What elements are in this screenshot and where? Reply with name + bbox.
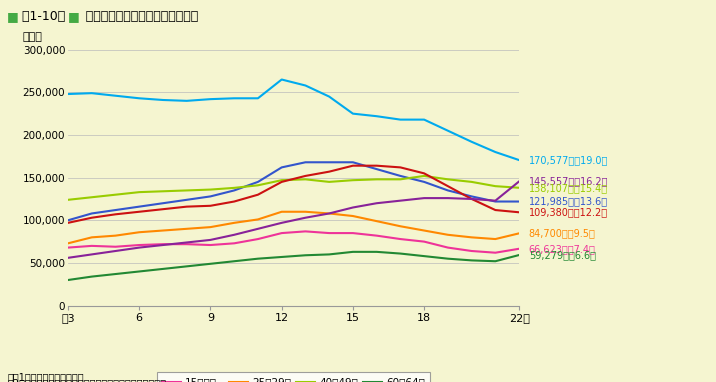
Text: 121,985人（13.6）: 121,985人（13.6） <box>529 196 608 207</box>
Text: 59,279人（6.6）: 59,279人（6.6） <box>529 250 596 260</box>
Text: 66,623人（7.4）: 66,623人（7.4） <box>529 244 596 254</box>
Text: 注　1　警察庁資料による。: 注 1 警察庁資料による。 <box>7 372 84 382</box>
Text: ■: ■ <box>68 10 79 23</box>
Text: （人）: （人） <box>23 32 43 42</box>
Text: 第1-10図: 第1-10図 <box>18 10 65 23</box>
Text: ■: ■ <box>7 10 19 23</box>
Text: 145,557人（16.2）: 145,557人（16.2） <box>529 176 609 186</box>
Text: 84,700人（9.5）: 84,700人（9.5） <box>529 228 596 238</box>
Legend: 15歳以下, 16～24歳, 25～29歳, 30～39歳, 40～49歳, 50～59歳, 60～64歳, 65歳以上: 15歳以下, 16～24歳, 25～29歳, 30～39歳, 40～49歳, 5… <box>157 372 430 382</box>
Text: 109,380人（12.2）: 109,380人（12.2） <box>529 207 608 217</box>
Text: 年齢層別交通事故負傷者数の推移: 年齢層別交通事故負傷者数の推移 <box>77 10 198 23</box>
Text: 170,577人（19.0）: 170,577人（19.0） <box>529 155 608 165</box>
Text: 2　（　）内は，年齢層別死者数の構成率（％）である。: 2 （ ）内は，年齢層別死者数の構成率（％）である。 <box>7 378 166 382</box>
Text: 138,107人（15.4）: 138,107人（15.4） <box>529 183 608 193</box>
